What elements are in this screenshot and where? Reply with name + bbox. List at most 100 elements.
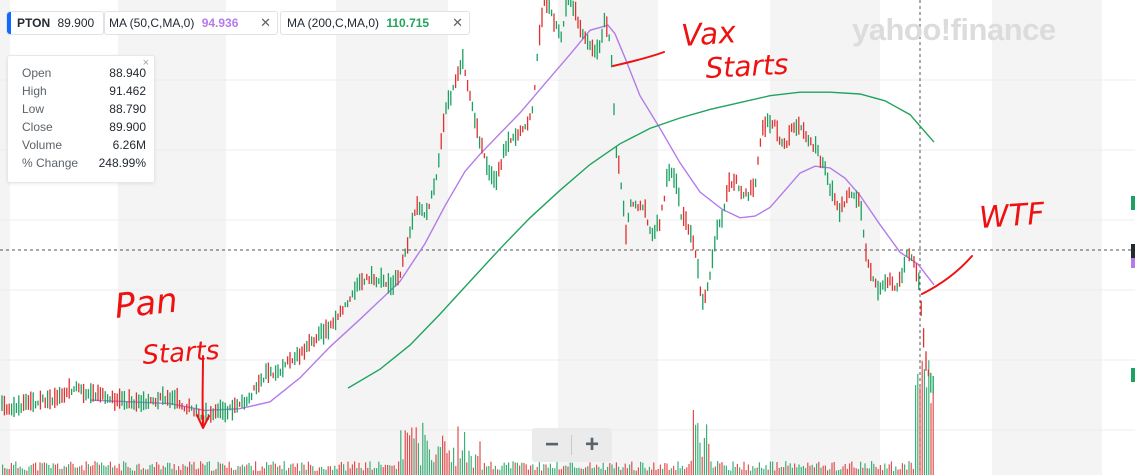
volume-bar — [631, 461, 633, 475]
volume-bar — [301, 462, 303, 475]
volume-bar — [241, 464, 243, 475]
volume-bar — [541, 470, 543, 475]
volume-bar — [604, 470, 606, 475]
volume-bar — [138, 463, 140, 475]
ma200-close-icon[interactable]: ✕ — [452, 15, 463, 30]
volume-bar — [424, 434, 426, 475]
volume-bar — [928, 360, 930, 475]
volume-bar — [63, 465, 65, 475]
ohlc-label: Close — [22, 120, 53, 134]
volume-bar — [376, 468, 378, 475]
volume-bar — [345, 470, 347, 475]
volume-bar — [402, 459, 404, 475]
handwritten-annotation: Starts — [141, 336, 220, 371]
volume-bar — [373, 467, 375, 475]
volume-bar — [831, 462, 833, 475]
zoom-out-button[interactable]: − — [544, 431, 559, 458]
volume-bar — [635, 470, 637, 475]
volume-bar — [305, 469, 307, 475]
volume-bar — [184, 465, 186, 475]
ma200-label: MA (200,C,MA,0) — [287, 16, 380, 30]
volume-bar — [497, 469, 499, 475]
volume-bar — [772, 461, 774, 475]
volume-bar — [699, 442, 701, 475]
volume-bar — [486, 466, 488, 475]
volume-bar — [706, 424, 708, 475]
volume-bar — [778, 467, 780, 475]
volume-bar — [640, 461, 642, 475]
volume-bar — [116, 468, 118, 475]
volume-bar — [466, 462, 468, 475]
volume-bar — [173, 464, 175, 475]
ma50-tag[interactable]: MA (50,C,MA,0) 94.936 ✕ — [104, 11, 278, 35]
volume-bar — [334, 465, 336, 475]
volume-bar — [679, 468, 681, 475]
ma200-tag[interactable]: MA (200,C,MA,0) 110.715 ✕ — [280, 11, 470, 35]
volume-bar — [510, 468, 512, 475]
volume-bar — [532, 464, 534, 475]
volume-bar — [107, 465, 109, 475]
volume-bar — [818, 461, 820, 475]
volume-bar — [919, 387, 921, 475]
volume-bar — [380, 464, 382, 475]
volume-bar — [193, 461, 195, 475]
volume-bar — [422, 422, 424, 475]
volume-bar — [105, 466, 107, 475]
zoom-in-button[interactable]: + — [584, 431, 599, 458]
volume-bar — [844, 464, 846, 475]
volume-bar — [853, 467, 855, 475]
volume-bar — [296, 463, 298, 475]
volume-bar — [21, 468, 23, 475]
volume-bar — [453, 447, 455, 475]
volume-bar — [389, 465, 391, 475]
volume-bar — [6, 468, 8, 475]
volume-bar — [761, 467, 763, 475]
ohlc-label: % Change — [22, 156, 79, 170]
volume-bar — [629, 464, 631, 475]
volume-bar — [734, 466, 736, 475]
volume-bar — [459, 458, 461, 475]
volume-bar — [560, 469, 562, 475]
volume-bar — [90, 466, 92, 475]
handwritten-annotation: WTF — [978, 196, 1046, 236]
volume-bar — [343, 464, 345, 475]
volume-bar — [160, 469, 162, 475]
price-marker — [1131, 196, 1135, 210]
volume-bar — [371, 469, 373, 475]
volume-bar — [182, 464, 184, 475]
volume-bar — [224, 465, 226, 475]
volume-bar — [215, 469, 217, 475]
volume-bar — [409, 435, 411, 475]
volume-bar — [868, 468, 870, 475]
volume-bar — [505, 464, 507, 475]
volume-bar — [426, 440, 428, 475]
volume-bar — [52, 463, 54, 475]
volume-bar — [472, 467, 474, 475]
volume-bar — [292, 463, 294, 475]
volume-bar — [558, 469, 560, 475]
ohlc-close-icon[interactable]: × — [142, 57, 149, 69]
volume-bar — [200, 461, 202, 475]
volume-bar — [864, 463, 866, 475]
volume-bar — [582, 469, 584, 475]
volume-bar — [538, 462, 540, 475]
volume-bar — [802, 465, 804, 475]
volume-bar — [736, 463, 738, 475]
volume-bar — [349, 468, 351, 475]
volume-bar — [644, 467, 646, 475]
volume-bar — [248, 462, 250, 475]
volume-bar — [677, 461, 679, 475]
volume-bar — [378, 461, 380, 475]
volume-bar — [417, 443, 419, 475]
volume-bar — [48, 464, 50, 475]
volume-bar — [774, 470, 776, 475]
yahoo-finance-logo: yahoo!finance — [852, 12, 1056, 47]
volume-bar — [387, 464, 389, 475]
background-stripe — [0, 0, 10, 475]
ma50-close-icon[interactable]: ✕ — [260, 15, 271, 30]
volume-bar — [765, 465, 767, 475]
volume-bar — [140, 469, 142, 475]
symbol-tag[interactable]: PTON 89.900 — [6, 11, 104, 35]
volume-bar — [4, 468, 6, 475]
